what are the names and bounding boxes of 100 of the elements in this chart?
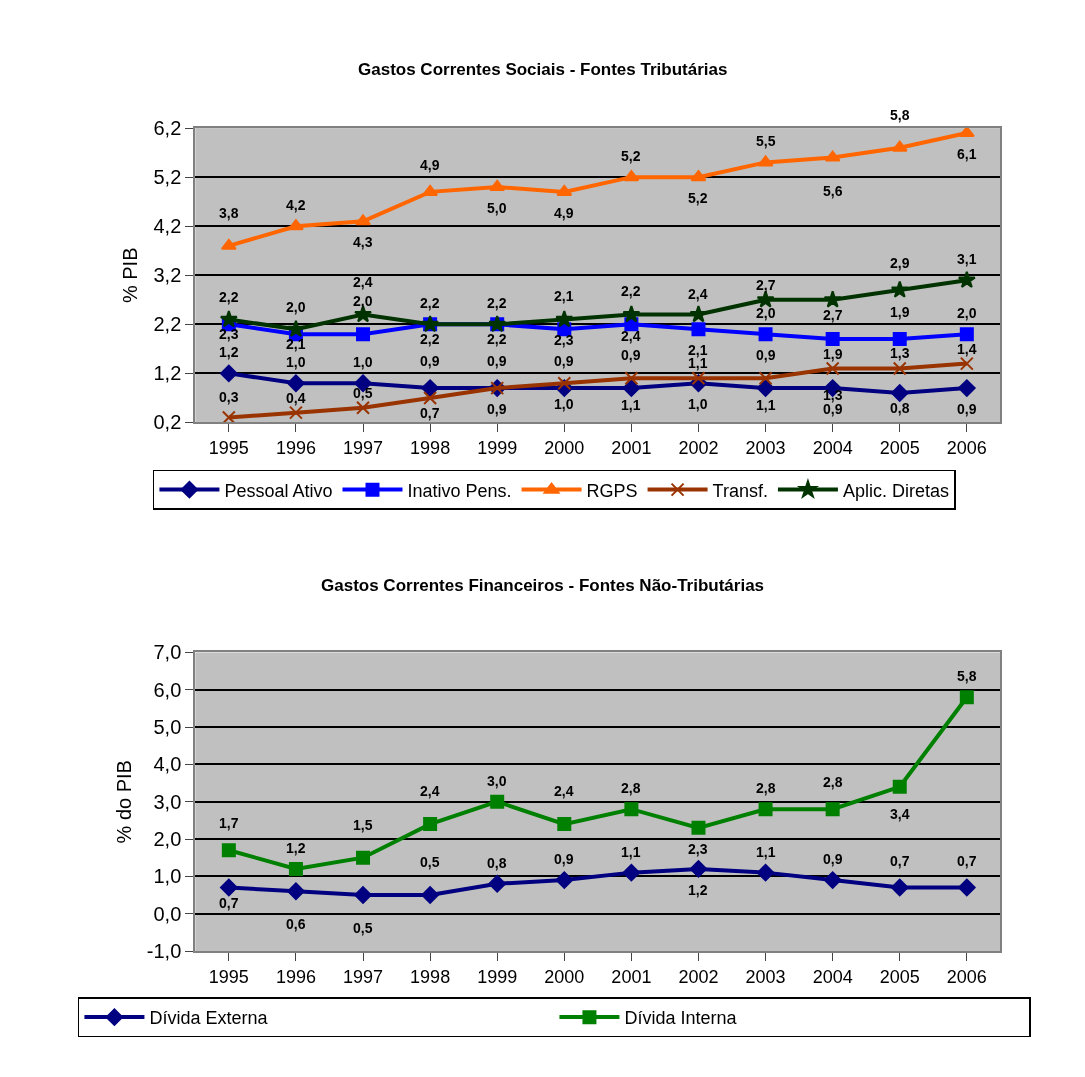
data-label: 1,9 bbox=[890, 304, 910, 320]
x-tick-label: 2000 bbox=[544, 966, 585, 987]
data-label: 2,3 bbox=[554, 332, 574, 348]
data-label: 1,1 bbox=[621, 844, 641, 860]
legend-label: Transf. bbox=[712, 480, 768, 501]
data-label: 0,9 bbox=[554, 851, 574, 867]
data-label: 1,0 bbox=[353, 354, 373, 370]
data-label: 3,1 bbox=[957, 251, 977, 267]
x-tick-label: 2006 bbox=[946, 966, 987, 987]
legend-label: Dívida Interna bbox=[624, 1008, 738, 1029]
data-label: 1,2 bbox=[286, 840, 306, 856]
data-label: 0,9 bbox=[621, 347, 641, 363]
data-label: 2,0 bbox=[286, 299, 306, 315]
data-label: 5,6 bbox=[823, 183, 843, 199]
data-label: 1,4 bbox=[957, 341, 977, 357]
data-label: 1,3 bbox=[823, 387, 843, 403]
x-tick-label: 2003 bbox=[745, 966, 786, 987]
x-tick-label: 1998 bbox=[410, 438, 451, 459]
data-label: 0,9 bbox=[487, 353, 507, 369]
data-label: 0,7 bbox=[219, 895, 239, 911]
data-label: 1,1 bbox=[621, 397, 641, 413]
x-tick-label: 2004 bbox=[812, 438, 853, 459]
data-label: 5,8 bbox=[890, 107, 910, 123]
data-label: 2,4 bbox=[688, 286, 708, 302]
data-label: 2,8 bbox=[823, 774, 843, 790]
data-label: 1,3 bbox=[890, 345, 910, 361]
y-tick-label: 2,0 bbox=[153, 828, 182, 851]
data-label: 0,8 bbox=[890, 400, 910, 416]
y-tick-label: 1,0 bbox=[153, 865, 182, 888]
x-tick-label: 1999 bbox=[477, 438, 518, 459]
data-label: 0,9 bbox=[756, 347, 776, 363]
data-label: 2,3 bbox=[688, 841, 708, 857]
legend-label: Dívida Externa bbox=[149, 1008, 269, 1029]
data-label: 2,9 bbox=[890, 255, 910, 271]
data-label: 4,9 bbox=[420, 157, 440, 173]
chart-title: Gastos Correntes Sociais - Fontes Tributárias bbox=[358, 60, 728, 79]
y-axis-title: % do PIB bbox=[112, 760, 135, 844]
data-label: 1,1 bbox=[756, 844, 776, 860]
y-tick-label: 2,2 bbox=[153, 313, 182, 336]
data-label: 1,2 bbox=[688, 882, 708, 898]
data-label: 2,2 bbox=[487, 295, 507, 311]
y-tick-label: 3,2 bbox=[153, 264, 182, 287]
x-tick-label: 1999 bbox=[477, 966, 518, 987]
y-tick-label: 5,2 bbox=[153, 166, 182, 189]
data-label: 2,0 bbox=[957, 305, 977, 321]
y-tick-label: 4,0 bbox=[153, 753, 182, 776]
x-tick-label: 2005 bbox=[879, 966, 920, 987]
y-tick-label: 6,0 bbox=[153, 678, 182, 701]
x-tick-label: 1995 bbox=[208, 438, 249, 459]
data-label: 2,0 bbox=[353, 293, 373, 309]
y-tick-label: 7,0 bbox=[153, 641, 182, 664]
data-label: 0,9 bbox=[487, 401, 507, 417]
data-label: 0,3 bbox=[219, 389, 239, 405]
data-label: 1,5 bbox=[353, 817, 373, 833]
x-tick-label: 2002 bbox=[678, 966, 719, 987]
data-label: 2,4 bbox=[420, 783, 440, 799]
x-tick-label: 1998 bbox=[410, 966, 451, 987]
data-label: 2,8 bbox=[621, 780, 641, 796]
data-label: 5,0 bbox=[487, 200, 507, 216]
data-label: 5,2 bbox=[688, 190, 708, 206]
x-tick-label: 2004 bbox=[812, 966, 853, 987]
y-tick-label: 4,2 bbox=[153, 215, 182, 238]
data-label: 1,0 bbox=[554, 396, 574, 412]
legend-label: Pessoal Ativo bbox=[224, 480, 333, 501]
x-tick-label: 1997 bbox=[343, 966, 384, 987]
x-tick-label: 2006 bbox=[946, 438, 987, 459]
data-label: 0,7 bbox=[420, 405, 440, 421]
data-label: 2,3 bbox=[219, 326, 239, 342]
data-label: 1,7 bbox=[219, 815, 239, 831]
data-label: 5,8 bbox=[957, 668, 977, 684]
y-tick-label: 1,2 bbox=[153, 362, 182, 385]
data-label: 2,2 bbox=[420, 295, 440, 311]
data-label: 0,7 bbox=[890, 853, 910, 869]
x-tick-label: 2002 bbox=[678, 438, 719, 459]
data-label: 2,4 bbox=[554, 783, 574, 799]
data-label: 0,8 bbox=[487, 855, 507, 871]
data-label: 0,4 bbox=[286, 390, 306, 406]
data-label: 0,5 bbox=[420, 854, 440, 870]
data-label: 4,2 bbox=[286, 197, 306, 213]
data-label: 0,5 bbox=[353, 385, 373, 401]
data-label: 0,9 bbox=[823, 851, 843, 867]
y-tick-label: -1,0 bbox=[146, 940, 182, 963]
data-label: 2,2 bbox=[219, 289, 239, 305]
data-label: 2,7 bbox=[823, 307, 843, 323]
data-label: 5,2 bbox=[621, 148, 641, 164]
data-label: 0,5 bbox=[353, 920, 373, 936]
x-tick-label: 1996 bbox=[275, 438, 316, 459]
data-label: 2,7 bbox=[756, 277, 776, 293]
data-label: 2,2 bbox=[420, 331, 440, 347]
legend-label: Inativo Pens. bbox=[407, 480, 512, 501]
y-tick-label: 5,0 bbox=[153, 716, 182, 739]
x-tick-label: 1995 bbox=[208, 966, 249, 987]
y-tick-label: 3,0 bbox=[153, 790, 182, 813]
data-label: 2,1 bbox=[286, 336, 306, 352]
data-label: 2,4 bbox=[621, 328, 641, 344]
data-label: 4,3 bbox=[353, 234, 373, 250]
x-tick-label: 2001 bbox=[611, 438, 652, 459]
y-tick-label: 6,2 bbox=[153, 117, 182, 140]
legend-label: RGPS bbox=[586, 480, 638, 501]
data-label: 2,2 bbox=[487, 331, 507, 347]
